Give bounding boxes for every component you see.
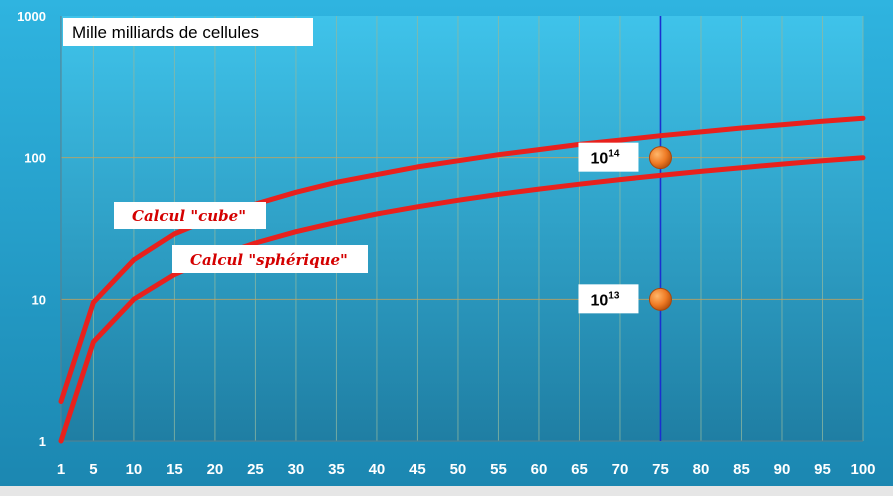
point-label-text: 1014 <box>590 149 619 168</box>
point-label-base: 10 <box>590 292 608 309</box>
chart-title-background <box>63 18 313 46</box>
x-tick-label: 60 <box>531 461 548 478</box>
point-label: 1014 <box>578 142 639 172</box>
grid-layer <box>60 16 864 442</box>
x-tick-label: 50 <box>450 461 467 478</box>
x-tick-label: 25 <box>247 461 264 478</box>
y-tick-label: 100 <box>24 151 46 166</box>
series-label-cube-text: Calcul "cube" <box>132 207 246 225</box>
point-label-background <box>578 284 639 314</box>
y-tick-label: 1 <box>39 434 46 449</box>
x-tick-label: 65 <box>571 461 588 478</box>
point-label-background <box>578 142 639 172</box>
chart-title-box: Mille milliards de cellules <box>63 18 313 46</box>
y-tick-label: 1000 <box>17 9 46 24</box>
tick-label-layer: 1 5 10 15 20 25 30 35 40 45 50 55 60 65 70 75 80 85 90 95 10… <box>17 9 875 478</box>
x-tick-label: 70 <box>612 461 629 478</box>
x-tick-label: 10 <box>126 461 143 478</box>
point-label-exponent: 14 <box>608 149 620 160</box>
point-label-exponent: 13 <box>608 290 620 301</box>
x-tick-label: 45 <box>409 461 426 478</box>
x-tick-label: 35 <box>328 461 345 478</box>
x-tick-label: 20 <box>207 461 224 478</box>
x-tick-label: 1 <box>57 461 65 478</box>
x-tick-label: 40 <box>369 461 386 478</box>
point-marker <box>648 146 672 170</box>
x-tick-label: 85 <box>733 461 750 478</box>
series-label-cube-background <box>114 202 266 229</box>
series-label-spherique-background <box>172 245 368 273</box>
x-tick-label: 80 <box>693 461 710 478</box>
x-tick-label: 90 <box>774 461 791 478</box>
series-label-cube: Calcul "cube" <box>114 202 266 229</box>
point-label-text: 1013 <box>590 290 619 309</box>
series-label-spherique-text: Calcul "sphérique" <box>190 251 348 269</box>
chart-title: Mille milliards de cellules <box>72 23 259 42</box>
y-tick-label: 10 <box>32 292 46 307</box>
x-tick-label: 100 <box>850 461 875 478</box>
x-tick-label: 30 <box>288 461 305 478</box>
series-label-spherique: Calcul "sphérique" <box>172 245 368 273</box>
point-label-base: 10 <box>590 151 608 168</box>
x-tick-label: 55 <box>490 461 507 478</box>
x-tick-label: 95 <box>814 461 831 478</box>
x-tick-label: 15 <box>166 461 183 478</box>
x-tick-label: 75 <box>652 461 669 478</box>
x-tick-label: 5 <box>89 461 97 478</box>
point-marker <box>648 287 672 311</box>
point-label: 1013 <box>578 284 639 314</box>
chart-bottom-band <box>0 486 893 496</box>
